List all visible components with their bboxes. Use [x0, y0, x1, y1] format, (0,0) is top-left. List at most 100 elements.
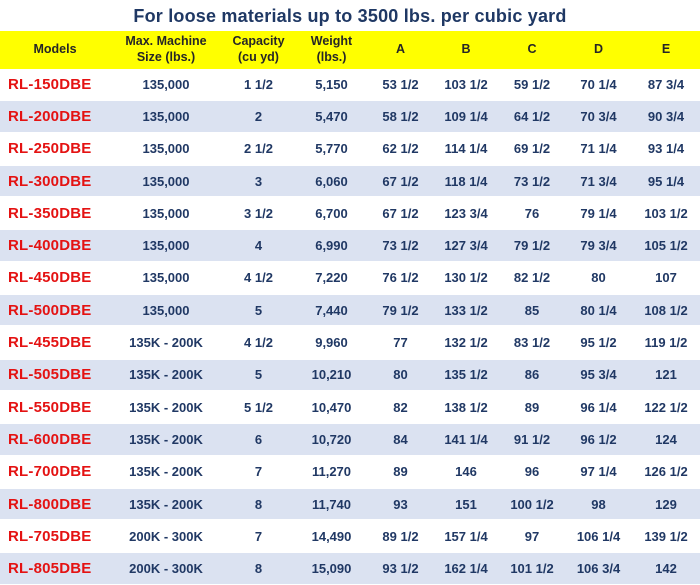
value-cell-weight: 5,470 [295, 100, 368, 134]
value-cell-capacity: 5 1/2 [222, 390, 295, 425]
table-row: RL-800DBE 135K - 200K 8 11,740 93 151 100 1/2 9… [0, 487, 700, 522]
value-cell-e: 93 1/4 [632, 132, 700, 166]
table-row: RL-705DBE 200K - 300K 7 14,490 89 1/2 157 1/4… [0, 520, 700, 554]
table-row: RL-600DBE 135K - 200K 6 10,720 84 141 1/4 91 1… [0, 423, 700, 457]
model-cell: RL-150DBE [0, 69, 110, 102]
value-cell-a: 73 1/2 [368, 229, 433, 263]
column-header-capacity: Capacity (cu yd) [222, 31, 295, 69]
value-cell-e: 142 [632, 552, 700, 585]
value-cell-d: 96 1/4 [565, 390, 632, 425]
value-cell-c: 79 1/2 [499, 229, 565, 263]
table-row: RL-505DBE 135K - 200K 5 10,210 80 135 1/2 86 95… [0, 358, 700, 392]
value-cell-max_size: 135K - 200K [110, 487, 222, 522]
model-cell: RL-600DBE [0, 423, 110, 457]
value-cell-a: 77 [368, 326, 433, 360]
value-cell-max_size: 135,000 [110, 132, 222, 166]
value-cell-e: 108 1/2 [632, 294, 700, 328]
table-row: RL-700DBE 135K - 200K 7 11,270 89 146 96 97 1/4… [0, 455, 700, 489]
value-cell-d: 70 1/4 [565, 69, 632, 102]
value-cell-c: 59 1/2 [499, 69, 565, 102]
model-cell: RL-200DBE [0, 100, 110, 134]
value-cell-max_size: 135K - 200K [110, 390, 222, 425]
model-cell: RL-550DBE [0, 390, 110, 425]
model-cell: RL-350DBE [0, 197, 110, 231]
spec-table-header: Models Max. Machine Size (lbs.) Capacity… [0, 31, 700, 69]
value-cell-weight: 9,960 [295, 326, 368, 360]
model-cell: RL-705DBE [0, 520, 110, 554]
value-cell-b: 141 1/4 [433, 423, 499, 457]
value-cell-a: 93 [368, 487, 433, 522]
value-cell-b: 162 1/4 [433, 552, 499, 585]
value-cell-capacity: 8 [222, 552, 295, 585]
value-cell-b: 109 1/4 [433, 100, 499, 134]
value-cell-e: 122 1/2 [632, 390, 700, 425]
value-cell-d: 71 3/4 [565, 164, 632, 199]
column-header-d: D [565, 31, 632, 69]
value-cell-c: 96 [499, 455, 565, 489]
value-cell-max_size: 135K - 200K [110, 423, 222, 457]
value-cell-b: 103 1/2 [433, 69, 499, 102]
value-cell-a: 93 1/2 [368, 552, 433, 585]
value-cell-b: 133 1/2 [433, 294, 499, 328]
value-cell-c: 97 [499, 520, 565, 554]
value-cell-e: 95 1/4 [632, 164, 700, 199]
value-cell-capacity: 6 [222, 423, 295, 457]
value-cell-max_size: 135K - 200K [110, 455, 222, 489]
value-cell-a: 67 1/2 [368, 164, 433, 199]
value-cell-e: 119 1/2 [632, 326, 700, 360]
value-cell-max_size: 135,000 [110, 229, 222, 263]
value-cell-capacity: 8 [222, 487, 295, 522]
value-cell-b: 130 1/2 [433, 261, 499, 296]
value-cell-b: 114 1/4 [433, 132, 499, 166]
value-cell-c: 85 [499, 294, 565, 328]
value-cell-b: 135 1/2 [433, 358, 499, 392]
value-cell-max_size: 135,000 [110, 197, 222, 231]
table-row: RL-400DBE 135,000 4 6,990 73 1/2 127 3/4 79 1/… [0, 229, 700, 263]
value-cell-weight: 6,060 [295, 164, 368, 199]
table-row: RL-450DBE 135,000 4 1/2 7,220 76 1/2 130 1/2 8… [0, 261, 700, 296]
value-cell-weight: 5,770 [295, 132, 368, 166]
value-cell-c: 91 1/2 [499, 423, 565, 457]
value-cell-capacity: 3 1/2 [222, 197, 295, 231]
value-cell-max_size: 200K - 300K [110, 520, 222, 554]
value-cell-d: 106 1/4 [565, 520, 632, 554]
value-cell-e: 121 [632, 358, 700, 392]
model-cell: RL-455DBE [0, 326, 110, 360]
value-cell-c: 76 [499, 197, 565, 231]
value-cell-a: 58 1/2 [368, 100, 433, 134]
value-cell-d: 97 1/4 [565, 455, 632, 489]
column-header-models: Models [0, 31, 110, 69]
value-cell-capacity: 7 [222, 455, 295, 489]
value-cell-c: 73 1/2 [499, 164, 565, 199]
value-cell-capacity: 5 [222, 294, 295, 328]
value-cell-d: 79 3/4 [565, 229, 632, 263]
column-header-c: C [499, 31, 565, 69]
table-row: RL-455DBE 135K - 200K 4 1/2 9,960 77 132 1/2 8… [0, 326, 700, 360]
value-cell-a: 67 1/2 [368, 197, 433, 231]
value-cell-weight: 14,490 [295, 520, 368, 554]
value-cell-c: 82 1/2 [499, 261, 565, 296]
value-cell-weight: 11,270 [295, 455, 368, 489]
table-row: RL-805DBE 200K - 300K 8 15,090 93 1/2 162 1/4… [0, 552, 700, 585]
value-cell-d: 95 1/2 [565, 326, 632, 360]
value-cell-weight: 11,740 [295, 487, 368, 522]
value-cell-e: 129 [632, 487, 700, 522]
model-cell: RL-400DBE [0, 229, 110, 263]
table-row: RL-250DBE 135,000 2 1/2 5,770 62 1/2 114 1/4 6… [0, 132, 700, 166]
value-cell-max_size: 135,000 [110, 164, 222, 199]
value-cell-d: 70 3/4 [565, 100, 632, 134]
model-cell: RL-805DBE [0, 552, 110, 585]
value-cell-capacity: 1 1/2 [222, 69, 295, 102]
model-cell: RL-300DBE [0, 164, 110, 199]
value-cell-weight: 7,440 [295, 294, 368, 328]
value-cell-b: 118 1/4 [433, 164, 499, 199]
value-cell-e: 107 [632, 261, 700, 296]
value-cell-weight: 10,210 [295, 358, 368, 392]
model-cell: RL-505DBE [0, 358, 110, 392]
value-cell-a: 89 [368, 455, 433, 489]
value-cell-max_size: 200K - 300K [110, 552, 222, 585]
value-cell-b: 157 1/4 [433, 520, 499, 554]
value-cell-e: 126 1/2 [632, 455, 700, 489]
value-cell-c: 86 [499, 358, 565, 392]
value-cell-b: 123 3/4 [433, 197, 499, 231]
